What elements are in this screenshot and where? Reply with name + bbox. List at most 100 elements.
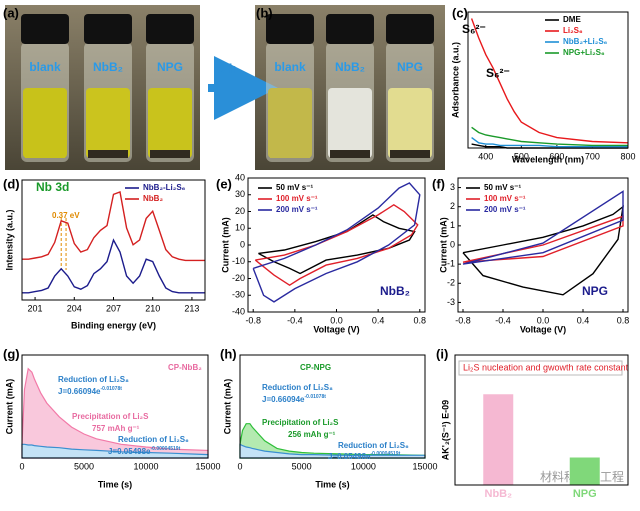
- vial-label: NbB₂: [93, 60, 123, 74]
- annotation: Reduction of Li₂S₆: [338, 441, 409, 450]
- x-tick-label: NPG: [573, 488, 597, 500]
- legend-label: NbB₂-Li₂S₆: [143, 183, 186, 192]
- x-tick-label: 0: [19, 461, 24, 471]
- annotation: Precipitation of Li₂S: [72, 412, 149, 421]
- annotation-text: CP-NbB₂: [168, 363, 202, 372]
- annotation-text: CP-NPG: [300, 363, 331, 372]
- x-tick-label: 5000: [74, 461, 94, 471]
- x-tick-label: 400: [478, 151, 493, 161]
- title-box: [458, 360, 623, 376]
- y-tick-label: 2: [450, 201, 455, 211]
- x-tick-label: -0.4: [495, 315, 511, 325]
- vial-label: NbB₂: [335, 60, 365, 74]
- x-tick-label: 0.8: [414, 315, 427, 325]
- y-tick-label: -2: [447, 278, 455, 288]
- annotation-sup: -0.01078t: [101, 386, 123, 392]
- annotation-text: NPG: [582, 284, 608, 298]
- x-tick-label: -0.8: [455, 315, 471, 325]
- plot-frame: [457, 177, 629, 313]
- vial-sediment: [88, 150, 128, 158]
- annotation: J=0.05498e-0.00004519t: [108, 446, 181, 456]
- vial-liquid: [328, 88, 372, 158]
- y-axis-label: AK'₂(S⁻¹) E-09: [440, 400, 450, 460]
- x-tick-label: 213: [184, 303, 199, 313]
- y-axis-label: Current (mA): [438, 217, 448, 273]
- x-tick-label: -0.4: [287, 315, 303, 325]
- annotation: CP-NbB₂: [168, 363, 202, 372]
- x-tick-label: 15000: [412, 461, 437, 471]
- x-tick-label: 201: [28, 303, 43, 313]
- annotation-text: J=0.66094e: [58, 387, 101, 396]
- vial-sediment: [25, 150, 65, 158]
- annotation: 757 mAh g⁻¹: [92, 424, 140, 433]
- series-line: [258, 214, 416, 275]
- y-tick-label: -20: [232, 273, 245, 283]
- legend-label: NbB₂: [143, 194, 163, 203]
- series-line: [470, 18, 629, 144]
- vial-liquid: [388, 88, 432, 158]
- y-tick-label: 40: [235, 172, 245, 182]
- bar: [569, 457, 600, 485]
- vial-sediment: [330, 150, 370, 158]
- vial-cap: [84, 14, 132, 44]
- annotation-text: J=0.66094e: [262, 395, 305, 404]
- vial-label: blank: [29, 60, 61, 74]
- vial-sediment: [150, 150, 190, 158]
- plot-frame: [247, 177, 426, 313]
- annotation-text: S₆²⁻: [462, 22, 486, 36]
- annotation-text: Reduction of Li₂S₈: [58, 375, 129, 384]
- annotation-text: Precipitation of Li₂S: [72, 412, 149, 421]
- legend-label: 200 mV s⁻¹: [484, 205, 526, 214]
- x-tick-label: 0: [237, 461, 242, 471]
- panel-label: (c): [452, 5, 468, 20]
- x-tick-label: 0.4: [577, 315, 590, 325]
- bar: [483, 394, 514, 485]
- annotation-text: 757 mAh g⁻¹: [92, 424, 140, 433]
- panel-label: (h): [220, 346, 237, 361]
- x-tick-label: 210: [145, 303, 160, 313]
- x-tick-label: 500: [514, 151, 529, 161]
- x-tick-label: 204: [67, 303, 82, 313]
- legend-label: NPG+Li₂S₆: [563, 48, 605, 57]
- x-tick-label: 600: [549, 151, 564, 161]
- annotation: CP-NPG: [300, 363, 331, 372]
- annotation-sup: -0.00004519t: [371, 451, 401, 457]
- y-axis-label: Adsorbance (a.u.): [450, 42, 460, 118]
- y-tick-label: -40: [232, 306, 245, 316]
- annotation: 0.37 eV: [52, 211, 80, 220]
- plot-frame: [239, 354, 426, 459]
- x-tick-label: 10000: [351, 461, 376, 471]
- y-axis-label: Current (mA): [4, 379, 14, 435]
- arrow-label: 6 h: [217, 61, 237, 77]
- panel-label: (d): [3, 176, 20, 191]
- annotation-text: NbB₂: [380, 284, 410, 298]
- annotation: Reduction of Li₂S₈: [58, 375, 129, 384]
- panel-label: (f): [432, 176, 445, 191]
- x-tick-label: 10000: [133, 461, 158, 471]
- annotation-text: 0.37 eV: [52, 211, 80, 220]
- legend-label: 50 mV s⁻¹: [276, 183, 313, 192]
- annotation: NPG: [582, 284, 608, 298]
- y-tick-label: 30: [235, 189, 245, 199]
- vial-liquid: [148, 88, 192, 158]
- legend-label: Li₂S₆: [563, 26, 583, 35]
- annotation-text: Reduction of Li₂S₆: [118, 435, 189, 444]
- plot-frame: [467, 11, 629, 149]
- y-tick-label: 3: [450, 182, 455, 192]
- x-tick-label: 5000: [292, 461, 312, 471]
- x-axis-label: Time (s): [98, 479, 132, 489]
- x-tick-label: -0.8: [245, 315, 261, 325]
- annotation: S₆²⁻: [462, 22, 486, 36]
- vial-label: NPG: [157, 60, 183, 74]
- series-line: [22, 191, 205, 262]
- x-axis-label: Voltage (V): [520, 324, 566, 334]
- vial-sediment: [270, 150, 310, 158]
- vial-cap: [266, 14, 314, 44]
- x-tick-label: 15000: [195, 461, 220, 471]
- y-tick-label: 1: [450, 220, 455, 230]
- annotation: Reduction of Li₂S₆: [118, 435, 189, 444]
- y-axis-label: Current (mA): [220, 217, 230, 273]
- panel-label: (i): [436, 346, 448, 361]
- vial-label: blank: [274, 60, 306, 74]
- y-axis-label: Intensity (a.u.): [4, 209, 14, 270]
